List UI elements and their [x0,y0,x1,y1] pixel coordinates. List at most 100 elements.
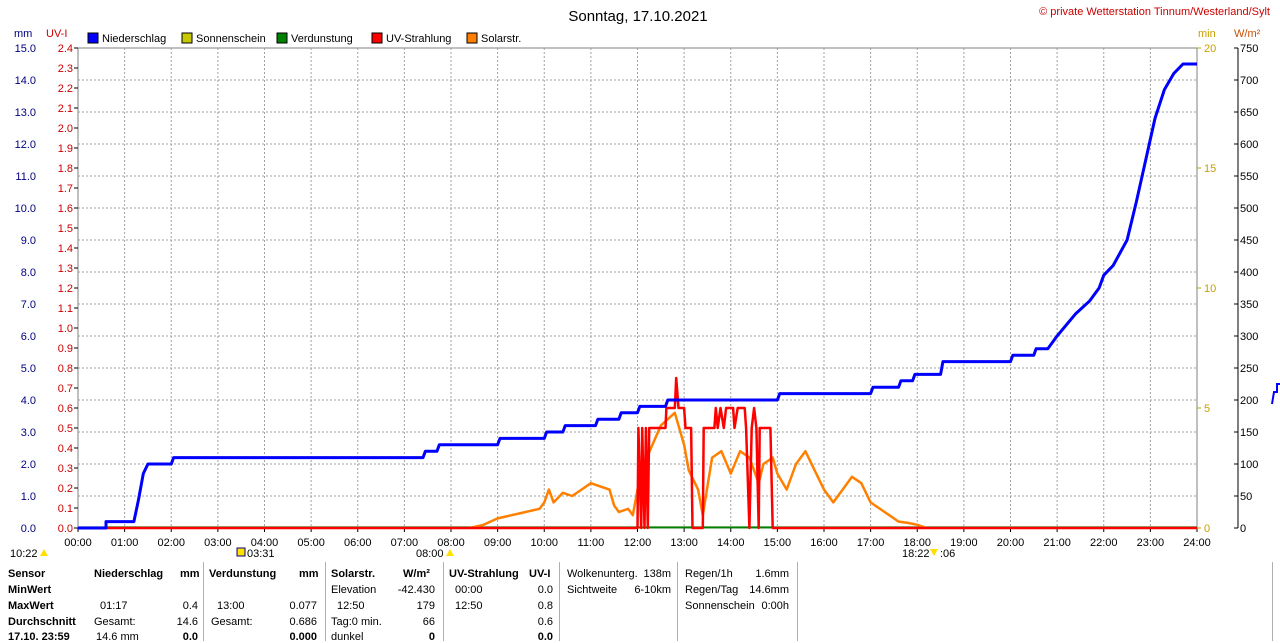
stats-niederschlag-max-time: 01:17 [100,600,128,612]
legend-label-uv-strahlung: UV-Strahlung [386,33,451,45]
stats-maxwert-label: MaxWert [8,600,54,612]
moonset-label: 03:31 [247,548,275,560]
stats-col-regen: Regen/1h 1.6mm Regen/Tag 14.6mm Sonnensc… [679,562,797,641]
stats-col-verdunstung: Verdunstung mm 13:00 0.077 Gesamt: 0.686… [205,562,323,643]
y-mm-tick-label: 11.0 [15,171,36,183]
x-tick-label: 12:00 [624,537,652,549]
x-tick-label: 13:00 [670,537,698,549]
y-mm-tick-label: 10.0 [15,203,36,215]
stats-durchschnitt-label: Durchschnitt [8,616,76,628]
y-mm-tick-label: 4.0 [21,395,36,407]
x-tick-label: 22:00 [1090,537,1118,549]
legend-label-verdunstung: Verdunstung [291,33,353,45]
y-uv-tick-label: 2.1 [58,103,73,115]
y-mm-tick-label: 0.0 [21,523,36,535]
stats-niederschlag-sum-value: 14.6 [176,616,198,628]
y-uv-tick-label: 0.3 [58,463,73,475]
y-min-tick-label: 5 [1204,403,1210,415]
x-tick-label: 21:00 [1043,537,1071,549]
stats-niederschlag-last-b: 0.0 [182,631,198,643]
x-tick-label: 08:00 [437,537,465,549]
stats-sichtweite-value: 6-10km [634,584,671,596]
stats-niederschlag-title: Niederschlag [94,568,164,580]
sunrise-icon [446,549,454,556]
y-min-tick-label: 15 [1204,163,1216,175]
unit-mm-label: mm [14,28,32,40]
y-wm2-tick-label: 0 [1240,523,1246,535]
unit-min-label: min [1198,28,1216,40]
moonset-icon [236,547,246,557]
legend-swatch-sonnenschein [181,32,193,44]
y-uv-tick-label: 1.8 [58,163,73,175]
y-uv-tick-label: 0.2 [58,483,73,495]
y-uv-tick-label: 1.6 [58,203,73,215]
legend-swatch-solarstr [466,32,478,44]
legend-swatch-niederschlag [87,32,99,44]
y-uv-tick-label: 1.2 [58,283,73,295]
series-niederschlag-line [78,62,1197,530]
y-wm2-tick-label: 350 [1240,299,1258,311]
series-layer [78,62,1197,530]
moonrise-icon [40,549,48,556]
y-wm2-tick-label: 450 [1240,235,1258,247]
stats-col-solarstr: Solarstr. W/m² Elevation -42.430 12:50 1… [327,562,441,643]
x-tick-label: 15:00 [764,537,792,549]
stats-wolkenunterg-value: 138m [643,568,671,580]
y-uv-tick-label: 2.2 [58,83,73,95]
x-tick-label: 16:00 [810,537,838,549]
stats-solarstr-max-time: 12:50 [337,600,365,612]
stats-separator [797,562,798,641]
weather-chart: Sonntag, 17.10.2021 © private Wetterstat… [10,6,1280,560]
y-mm-tick-label: 5.0 [21,363,36,375]
stats-solarstr-title: Solarstr. [331,568,376,580]
tick-labels: 00:00 01:00 02:00 03:00 04:00 05:00 06:00 07:00… [15,43,1259,549]
stats-uv-last-value: 0.0 [537,631,553,643]
y-wm2-tick-label: 300 [1240,331,1258,343]
stats-verdunstung-last-value: 0.000 [289,631,317,643]
y-uv-tick-label: 0.6 [58,403,73,415]
y-uv-tick-label: 0.0 [58,523,73,535]
legend-label-solarstr: Solarstr. [481,33,521,45]
stats-niederschlag-max-value: 0.4 [182,600,198,612]
y-uv-tick-label: 1.9 [58,143,73,155]
legend-swatch-uv-strahlung [371,32,383,44]
stats-solarstr-unit: W/m² [403,568,430,580]
stats-uv-title: UV-Strahlung [449,568,519,580]
moonrise-label: 10:22 [10,548,38,560]
x-tick-label: 01:00 [111,537,139,549]
y-wm2-tick-label: 400 [1240,267,1258,279]
x-tick-label: 04:00 [251,537,279,549]
y-mm-tick-label: 2.0 [21,459,36,471]
axes [74,47,1239,532]
y-wm2-tick-label: 200 [1240,395,1258,407]
stats-timestamp-label: 17.10. 23:59 [8,631,70,643]
stats-uv-max-time: 12:50 [455,600,483,612]
legend-label-niederschlag: Niederschlag [102,33,166,45]
copyright-label: © private Wetterstation Tinnum/Westerlan… [1039,6,1270,18]
x-tick-label: 03:00 [204,537,232,549]
stats-tag-value: 66 [422,616,435,628]
stats-verdunstung-unit: mm [299,568,319,580]
y-min-tick-label: 20 [1204,43,1216,55]
y-mm-tick-label: 13.0 [15,107,36,119]
x-tick-label: 07:00 [391,537,419,549]
y-wm2-tick-label: 500 [1240,203,1258,215]
x-tick-label: 20:00 [997,537,1025,549]
y-mm-tick-label: 6.0 [21,331,36,343]
y-mm-tick-label: 14.0 [15,75,36,87]
right-edge-fragment [1271,383,1280,405]
y-uv-tick-label: 1.5 [58,223,73,235]
legend-swatch-verdunstung [276,32,288,44]
sunset-label: 18:22 [902,548,930,560]
x-tick-label: 18:00 [903,537,931,549]
y-wm2-tick-label: 550 [1240,171,1258,183]
x-tick-label: 09:00 [484,537,512,549]
stats-separator [325,562,326,641]
sunset-suffix-label: :06 [940,548,955,560]
x-tick-label: 02:00 [157,537,185,549]
stats-regentag-label: Regen/Tag [685,584,739,596]
y-wm2-tick-label: 50 [1240,491,1252,503]
stats-verdunstung-sum-value: 0.686 [289,616,317,628]
stats-verdunstung-max-time: 13:00 [217,600,245,612]
y-wm2-tick-label: 750 [1240,43,1258,55]
